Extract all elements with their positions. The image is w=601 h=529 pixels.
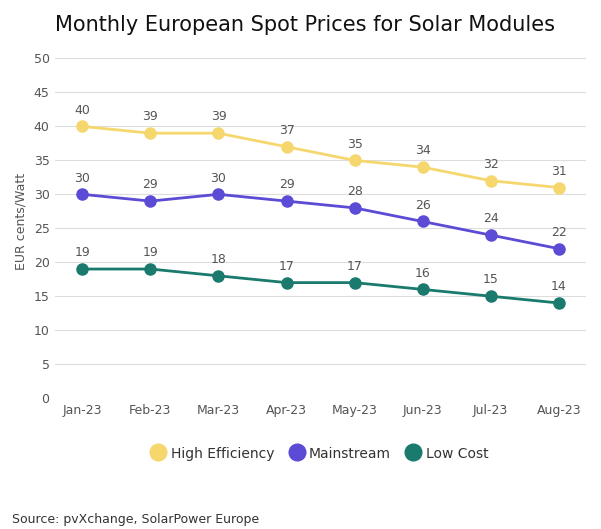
Mainstream [351, 205, 358, 211]
Text: Monthly European Spot Prices for Solar Modules: Monthly European Spot Prices for Solar M… [55, 15, 555, 35]
Mainstream [215, 191, 222, 197]
Line: Low Cost: Low Cost [77, 263, 564, 308]
Text: 17: 17 [279, 260, 294, 273]
Text: 28: 28 [347, 185, 362, 198]
High Efficiency [79, 123, 86, 130]
Mainstream [487, 232, 494, 238]
Text: 32: 32 [483, 158, 499, 171]
Low Cost [283, 279, 290, 286]
Text: 24: 24 [483, 212, 499, 225]
High Efficiency [147, 130, 154, 136]
Low Cost [147, 266, 154, 272]
Text: 15: 15 [483, 273, 499, 287]
Text: 31: 31 [551, 165, 567, 178]
High Efficiency [283, 143, 290, 150]
Low Cost [555, 300, 563, 306]
Text: 17: 17 [347, 260, 362, 273]
Text: 35: 35 [347, 138, 362, 151]
Text: 16: 16 [415, 267, 430, 280]
Text: 30: 30 [75, 171, 90, 185]
Line: High Efficiency: High Efficiency [77, 121, 564, 193]
Mainstream [147, 198, 154, 204]
Text: 29: 29 [279, 178, 294, 191]
Mainstream [555, 245, 563, 252]
High Efficiency [487, 178, 494, 184]
Text: 39: 39 [142, 111, 158, 123]
Text: 18: 18 [210, 253, 227, 266]
Text: 26: 26 [415, 199, 430, 212]
Low Cost [215, 272, 222, 279]
Y-axis label: EUR cents/Watt: EUR cents/Watt [15, 173, 28, 270]
Text: 34: 34 [415, 144, 430, 158]
Low Cost [487, 293, 494, 299]
Low Cost [419, 286, 426, 293]
Low Cost [351, 279, 358, 286]
Legend: High Efficiency, Mainstream, Low Cost: High Efficiency, Mainstream, Low Cost [147, 440, 494, 466]
High Efficiency [555, 184, 563, 190]
Text: Source: pvXchange, SolarPower Europe: Source: pvXchange, SolarPower Europe [12, 513, 259, 526]
Text: 22: 22 [551, 226, 567, 239]
Text: 40: 40 [75, 104, 90, 117]
Text: 29: 29 [142, 178, 158, 191]
Mainstream [419, 218, 426, 225]
High Efficiency [351, 157, 358, 163]
Text: 39: 39 [210, 111, 227, 123]
High Efficiency [419, 164, 426, 170]
Line: Mainstream: Mainstream [77, 189, 564, 254]
Text: 30: 30 [210, 171, 227, 185]
Mainstream [283, 198, 290, 204]
Text: 14: 14 [551, 280, 567, 293]
Text: 19: 19 [75, 247, 90, 259]
Text: 19: 19 [142, 247, 158, 259]
Mainstream [79, 191, 86, 197]
Low Cost [79, 266, 86, 272]
High Efficiency [215, 130, 222, 136]
Text: 37: 37 [279, 124, 294, 137]
